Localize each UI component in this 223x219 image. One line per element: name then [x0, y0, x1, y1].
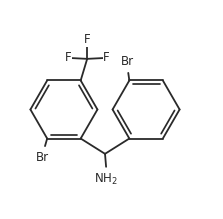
- Text: F: F: [64, 51, 71, 64]
- Text: F: F: [103, 51, 110, 64]
- Text: Br: Br: [36, 152, 50, 164]
- Text: F: F: [84, 33, 91, 46]
- Text: Br: Br: [121, 55, 134, 67]
- Text: NH$_2$: NH$_2$: [94, 172, 118, 187]
